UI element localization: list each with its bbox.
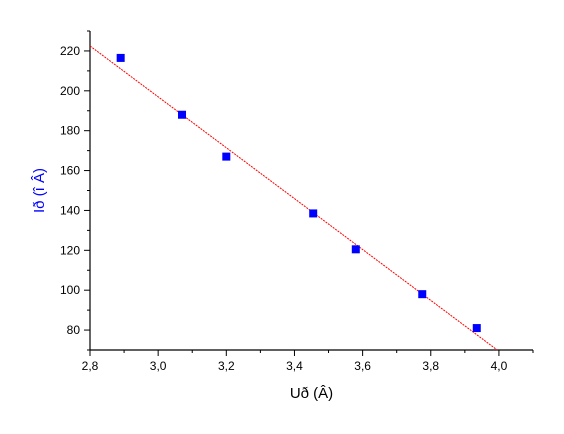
y-tick-label: 140 (60, 203, 80, 217)
y-tick-label: 80 (67, 323, 81, 337)
data-point (116, 53, 125, 62)
data-points (116, 53, 481, 333)
y-tick-label: 100 (60, 283, 80, 297)
data-point (309, 209, 318, 218)
data-point (418, 290, 427, 299)
x-tick-label: 3,4 (286, 359, 303, 373)
y-axis-label: Ið (î Â) (31, 168, 48, 213)
x-tick-label: 3,8 (422, 359, 439, 373)
x-tick-labels: 2,8 3,0 3,2 3,4 3,6 3,8 4,0 (82, 359, 508, 373)
y-tick-label: 220 (60, 44, 80, 58)
y-tick-label: 120 (60, 243, 80, 257)
x-tick-label: 3,0 (150, 359, 167, 373)
x-axis-label: Uð (Â) (290, 385, 333, 402)
data-point (472, 324, 481, 333)
x-tick-label: 4,0 (491, 359, 508, 373)
y-tick-labels: 80 100 120 140 160 180 200 220 (60, 44, 80, 337)
fit-line-group (89, 45, 498, 351)
data-point (222, 152, 231, 161)
axes (84, 30, 534, 356)
data-point (178, 110, 187, 119)
y-tick-label: 180 (60, 124, 80, 138)
y-tick-label: 200 (60, 84, 80, 98)
fit-line (89, 45, 498, 351)
x-tick-label: 3,2 (218, 359, 235, 373)
x-tick-label: 2,8 (82, 359, 99, 373)
x-tick-label: 3,6 (354, 359, 371, 373)
y-tick-label: 160 (60, 164, 80, 178)
data-point (351, 245, 360, 254)
